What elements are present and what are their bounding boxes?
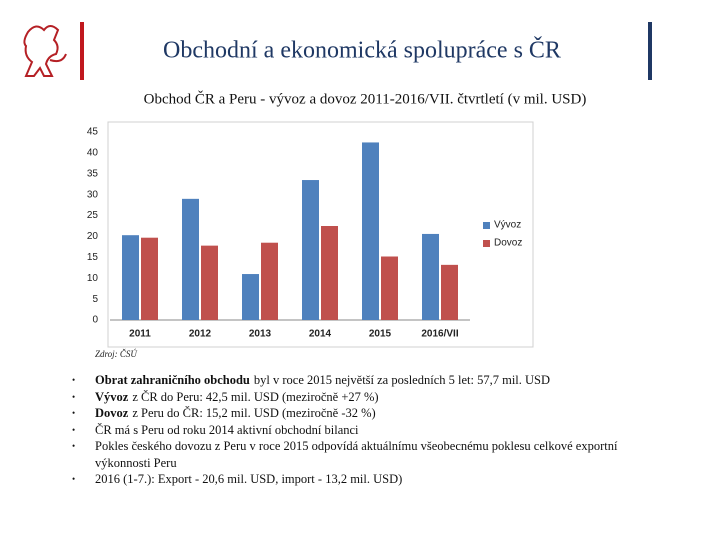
accent-bar [80, 22, 84, 80]
bullet-text: Dovoz z Peru do ČR: 15,2 mil. USD (meziro… [95, 405, 635, 422]
bar [182, 198, 199, 320]
bullets: • Obrat zahraničního obchodu byl v roce 20… [72, 372, 672, 488]
x-tick-label: 2014 [309, 329, 332, 340]
text: ČR má s Peru od roku 2014 aktivní obchod… [95, 422, 359, 437]
accent-bar [648, 22, 652, 80]
legend-label: Dovoz [494, 238, 522, 249]
bar [141, 237, 158, 320]
bold-text: Obrat zahraničního obchodu [95, 373, 250, 387]
bullet-dot: • [72, 391, 76, 402]
bullet-text: Pokles českého dovozu z Peru v roce 2015… [95, 438, 635, 471]
logo [23, 25, 67, 77]
chart-frame [107, 121, 534, 348]
bullet: • Pokles českého dovozu z Peru v roce 201… [72, 438, 672, 471]
y-tick-label: 40 [87, 148, 99, 159]
bullet-dot: • [72, 474, 76, 484]
bullet: • Dovoz z Peru do ČR: 15,2 mil. USD (mezir… [72, 405, 672, 422]
y-tick-label: 35 [87, 168, 99, 179]
bar [441, 264, 458, 320]
bullet: • Vývoz z ČR do Peru: 42,5 mil. USD (mezir… [72, 389, 672, 406]
x-tick-label: 2016/VII [421, 329, 458, 340]
bar [362, 142, 379, 320]
legend-swatch [483, 240, 490, 247]
bullet-text: 2016 (1-7.): Export - 20,6 mil. USD, imp… [95, 471, 635, 488]
x-tick-label: 2013 [249, 329, 272, 340]
chart-title: Obchod ČR a Peru - vývoz a dovoz 2011-20… [144, 90, 587, 107]
text: 2016 (1-7.): Export - 20,6 mil. USD, imp… [95, 472, 403, 486]
bold-text: Vývoz [95, 389, 129, 404]
y-tick-label: 0 [92, 315, 98, 326]
y-tick-label: 45 [87, 127, 99, 138]
y-tick-label: 15 [87, 252, 99, 263]
bullet: • ČR má s Peru od roku 2014 aktivní obcho… [72, 422, 672, 439]
legend-label: Vývoz [494, 220, 521, 231]
y-tick-label: 5 [92, 294, 98, 305]
bar [261, 242, 278, 320]
slide-title: Obchodní a ekonomická spolupráce s ČR [163, 37, 561, 64]
legend-swatch [483, 222, 490, 229]
y-tick-label: 10 [87, 273, 99, 284]
bullet-text: Obrat zahraničního obchodu byl v roce 201… [95, 372, 635, 389]
source: Zdroj: ČSÚ [95, 349, 137, 359]
y-tick-label: 20 [87, 231, 99, 242]
y-tick-label: 25 [87, 210, 99, 221]
bullet-dot: • [72, 408, 76, 418]
text: Pokles českého dovozu z Peru v roce 2015… [95, 439, 618, 470]
bullet-text: Vývoz z ČR do Peru: 42,5 mil. USD (meziro… [95, 389, 635, 406]
text: z Peru do ČR: 15,2 mil. USD (meziročně -… [132, 406, 376, 420]
bar [122, 235, 139, 320]
x-tick-label: 2012 [189, 329, 212, 340]
bullet-dot: • [72, 375, 76, 385]
bar [242, 274, 259, 320]
x-tick-label: 2015 [369, 329, 392, 340]
x-tick-label: 2011 [129, 329, 151, 340]
bullet-dot: • [72, 424, 76, 435]
bar [302, 180, 319, 320]
bar [422, 233, 439, 320]
bullet: • Obrat zahraničního obchodu byl v roce 20… [72, 372, 672, 389]
text: z ČR do Peru: 42,5 mil. USD (meziročně +… [132, 389, 379, 404]
bold-text: Dovoz [95, 406, 129, 420]
bar [321, 226, 338, 320]
text: byl v roce 2015 největší za posledních 5… [253, 373, 551, 387]
bullet: • 2016 (1-7.): Export - 20,6 mil. USD, im… [72, 471, 672, 488]
bar [201, 245, 218, 320]
bullet-text: ČR má s Peru od roku 2014 aktivní obchod… [95, 422, 635, 439]
y-tick-label: 30 [87, 189, 99, 200]
bullet-dot: • [72, 441, 76, 451]
bar [381, 256, 398, 320]
